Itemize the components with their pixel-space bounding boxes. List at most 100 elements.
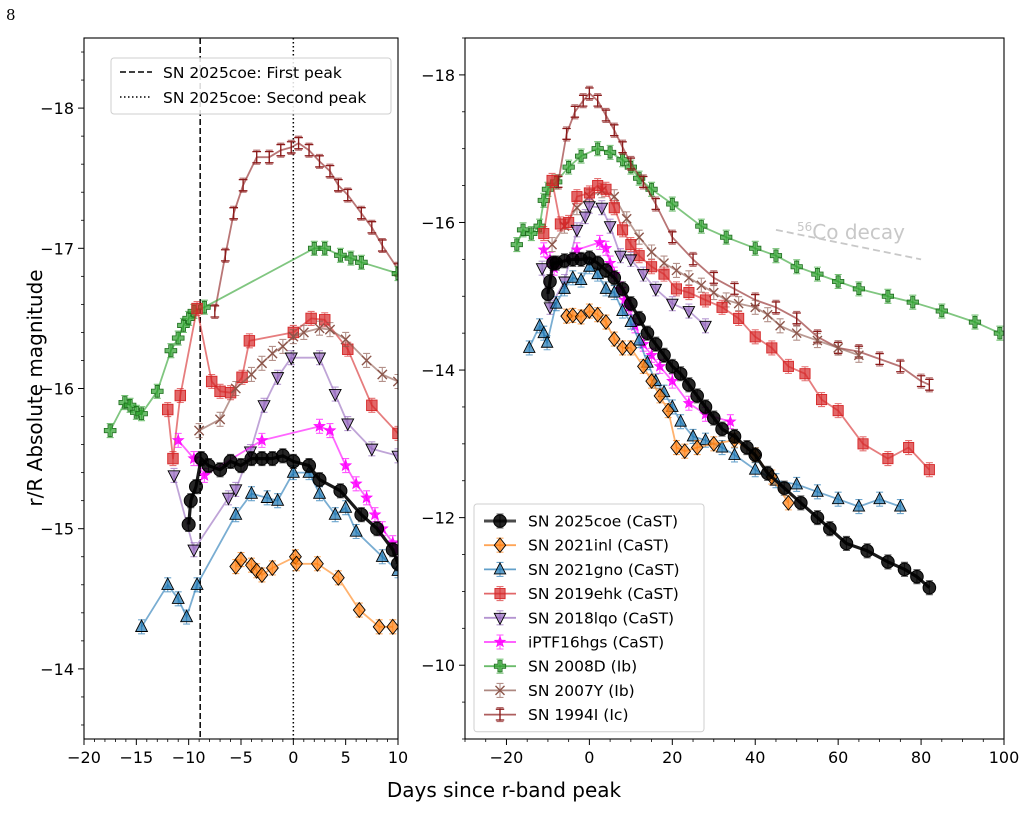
data-point: [547, 239, 558, 250]
data-point: [646, 246, 657, 257]
data-point: [610, 124, 619, 137]
data-point: [699, 294, 712, 306]
data-point: [260, 490, 274, 503]
data-point: [537, 243, 551, 256]
data-point: [668, 231, 677, 244]
data-point: [312, 472, 327, 487]
data-point: [319, 314, 331, 326]
data-point: [591, 142, 604, 155]
data-point: [903, 441, 915, 454]
data-point: [724, 415, 737, 428]
data-point: [601, 109, 611, 122]
y-tick-label: −18: [421, 66, 455, 85]
data-point: [190, 576, 204, 590]
data-point: [354, 507, 369, 522]
data-point: [648, 337, 663, 352]
data-point: [535, 263, 549, 276]
data-point: [832, 405, 844, 417]
data-point: [315, 155, 324, 168]
data-point: [591, 306, 604, 323]
y-tick-label: −18: [40, 99, 74, 118]
data-point: [167, 452, 179, 465]
data-point: [355, 256, 368, 269]
data-point: [607, 271, 622, 285]
left-axes-frame: [83, 37, 399, 740]
data-point: [671, 265, 682, 276]
data-point: [583, 303, 596, 319]
data-point: [342, 343, 354, 355]
legend-marker-icon: [493, 561, 507, 575]
data-point: [683, 287, 695, 299]
data-point: [179, 609, 194, 623]
data-point: [540, 335, 554, 348]
right-ticks: −20 0 20 40 60 80 100 −10 −12 −14 −16 −18: [421, 37, 1019, 767]
page-number: 8: [6, 6, 16, 24]
data-point: [312, 352, 327, 366]
series-line-sn-2007y-ib: [198, 327, 398, 432]
right-legend-box: [473, 503, 705, 733]
data-point: [361, 355, 372, 366]
legend-label: SN 2008D (Ib): [528, 658, 637, 676]
data-point: [182, 312, 195, 325]
data-point: [365, 443, 379, 457]
data-point: [252, 150, 262, 164]
data-point: [616, 303, 629, 316]
data-point: [593, 94, 602, 107]
data-point: [658, 268, 670, 280]
series-iptf16hgs-cast: [171, 418, 398, 558]
data-point: [651, 197, 660, 211]
x-tick-label: −15: [119, 748, 153, 767]
data-point: [310, 555, 324, 572]
legend-marker-icon: [493, 635, 507, 648]
data-point: [653, 387, 667, 404]
data-point: [256, 358, 268, 369]
data-point: [881, 290, 895, 303]
data-point: [624, 296, 638, 311]
data-point: [244, 485, 259, 499]
y-axis-label: r/R Absolute magnitude: [23, 269, 47, 506]
data-point: [537, 194, 550, 207]
data-point: [673, 366, 688, 381]
data-point: [118, 396, 132, 409]
data-point: [707, 435, 721, 452]
data-point: [696, 280, 707, 291]
data-point: [188, 479, 204, 494]
series-line-sn-2021gno-cast: [528, 265, 901, 508]
legend-entry-sn-2021inl-cast: SN 2021inl (CaST): [484, 537, 669, 555]
y-tick-label: −14: [40, 660, 74, 679]
co-decay-text: Co decay: [812, 220, 905, 244]
data-point: [265, 559, 279, 577]
data-point: [593, 235, 606, 248]
data-point: [595, 202, 609, 216]
data-point: [312, 485, 327, 499]
data-point: [748, 462, 762, 475]
data-point: [325, 164, 335, 178]
data-point: [616, 339, 629, 356]
legend-entry-sn-2007y-ib: SN 2007Y (Ib): [484, 682, 635, 700]
data-point: [682, 378, 696, 392]
data-point: [333, 483, 348, 498]
data-point: [349, 523, 363, 537]
data-point: [910, 569, 924, 584]
data-point: [715, 439, 729, 453]
legend-second-peak: SN 2025coe: Second peak: [163, 89, 366, 107]
data-point: [318, 242, 332, 255]
data-point: [392, 427, 398, 440]
data-point: [372, 618, 386, 636]
y-tick-label: −12: [421, 509, 455, 528]
data-point: [571, 191, 583, 203]
right-panel: −20 0 20 40 60 80 100 −10 −12 −14 −16 −18 56Co deca…: [421, 37, 1019, 767]
y-tick-label: −14: [421, 361, 455, 380]
data-point: [839, 536, 854, 551]
data-point: [860, 544, 874, 558]
data-point: [546, 174, 558, 186]
left-plot-area: [103, 38, 398, 739]
data-point: [682, 396, 696, 409]
x-tick-label: −20: [490, 748, 524, 767]
x-tick-label: −5: [229, 748, 253, 767]
x-tick-label: 5: [341, 748, 351, 767]
data-point: [570, 243, 584, 256]
right-plot-area: [510, 85, 1004, 596]
data-point: [221, 492, 236, 506]
data-point: [286, 464, 300, 478]
